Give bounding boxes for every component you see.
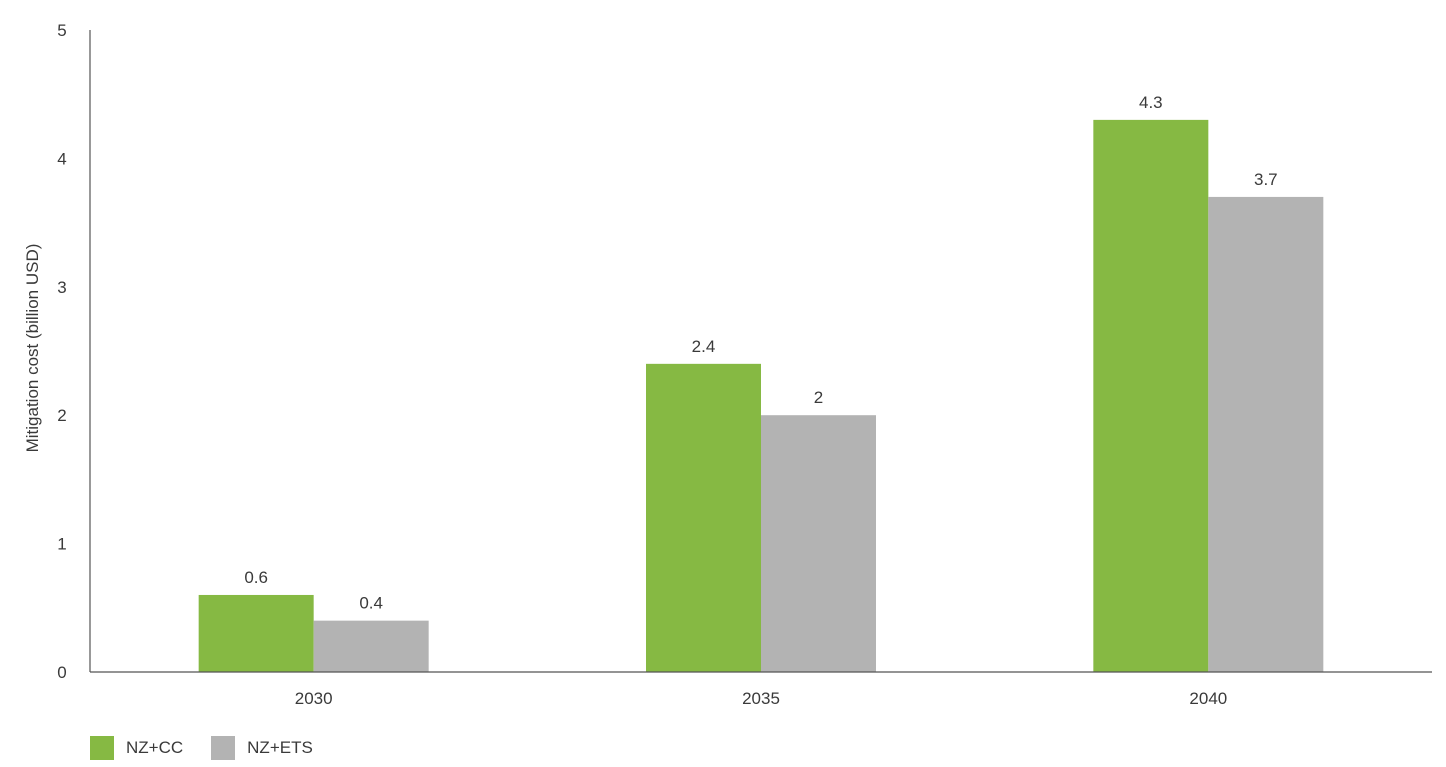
data-label: 3.7	[1254, 170, 1278, 189]
legend: NZ+CC NZ+ETS	[90, 736, 341, 760]
bar-nz-cc-2035	[646, 363, 761, 672]
bar-nz-ets-2030	[313, 620, 429, 672]
bar-nz-cc-2030	[198, 594, 314, 672]
x-axis-ticks: 2030 2035 2040	[295, 689, 1227, 708]
data-label: 0.6	[244, 568, 268, 587]
y-tick-label: 2	[57, 406, 66, 425]
data-labels-layer: 0.6 0.4 2.4 2 4.3 3.7	[244, 93, 1277, 613]
data-label: 2.4	[692, 337, 716, 356]
y-tick-label: 5	[57, 21, 66, 40]
legend-swatch-nz-ets	[211, 736, 236, 760]
x-tick-label: 2040	[1189, 689, 1227, 708]
data-label: 0.4	[359, 594, 383, 613]
y-tick-label: 0	[57, 663, 66, 682]
legend-swatch-nz-cc	[90, 736, 114, 760]
legend-item-nz-ets: NZ+ETS	[211, 736, 313, 760]
data-label: 2	[814, 388, 823, 407]
bar-nz-cc-2040	[1093, 119, 1209, 672]
x-tick-label: 2035	[742, 689, 780, 708]
y-tick-label: 4	[57, 149, 66, 168]
legend-label-nz-cc: NZ+CC	[126, 738, 184, 757]
y-axis-title: Mitigation cost (billion USD)	[23, 244, 42, 453]
y-tick-label: 3	[57, 278, 66, 297]
bar-nz-ets-2035	[761, 415, 876, 672]
data-label: 4.3	[1139, 93, 1163, 112]
y-tick-label: 1	[57, 535, 66, 554]
legend-item-nz-cc: NZ+CC	[90, 736, 183, 760]
bar-nz-ets-2040	[1208, 196, 1324, 673]
bars-layer	[198, 119, 1324, 673]
x-tick-label: 2030	[295, 689, 333, 708]
legend-label-nz-ets: NZ+ETS	[247, 738, 313, 757]
y-axis-ticks: 0 1 2 3 4 5	[57, 21, 66, 682]
